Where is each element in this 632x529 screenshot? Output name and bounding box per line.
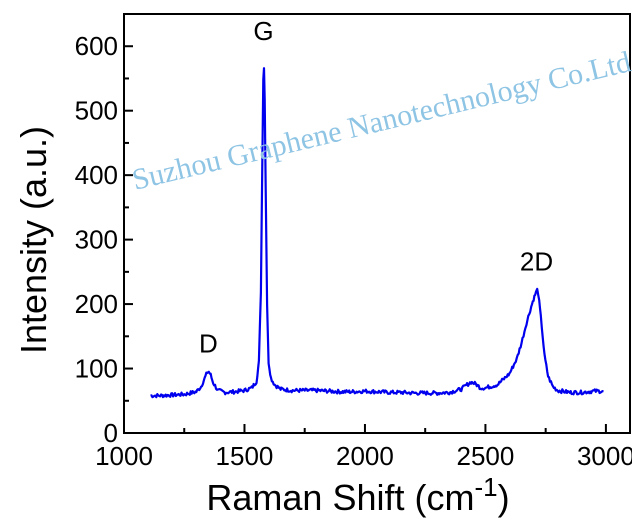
y-axis-ticks: 0 100 200 300 400 500 600 xyxy=(75,31,133,448)
y-tick-label: 200 xyxy=(75,289,118,319)
peak-labels: D G 2D xyxy=(199,16,553,359)
x-tick-label: 1000 xyxy=(95,441,153,471)
x-tick-label: 2500 xyxy=(457,441,515,471)
plot-frame xyxy=(123,13,631,434)
y-tick-label: 500 xyxy=(75,96,118,126)
y-tick-label: 0 xyxy=(104,418,118,448)
x-axis-label: Raman Shift (cm-1) xyxy=(206,472,509,518)
y-tick-label: 300 xyxy=(75,225,118,255)
x-tick-label: 3000 xyxy=(577,441,632,471)
x-axis-label-close: ) xyxy=(498,477,510,518)
watermark-text: Suzhou Graphene Nanotechnology Co.Ltd xyxy=(129,45,632,197)
x-axis-ticks: 1000 1500 2000 2500 3000 xyxy=(95,424,632,471)
peak-label-d: D xyxy=(199,328,218,358)
peak-label-g: G xyxy=(253,16,273,46)
peak-label-2d: 2D xyxy=(520,247,553,277)
y-tick-label: 400 xyxy=(75,160,118,190)
y-tick-label: 100 xyxy=(75,354,118,384)
y-tick-label: 600 xyxy=(75,31,118,61)
y-axis-label: Intensity (a.u.) xyxy=(13,126,54,354)
x-tick-label: 2000 xyxy=(336,441,394,471)
spectrum-series-line xyxy=(150,67,604,399)
x-tick-label: 1500 xyxy=(216,441,274,471)
x-axis-label-superscript: -1 xyxy=(474,472,497,502)
x-axis-label-main: Raman Shift (cm xyxy=(206,477,474,518)
